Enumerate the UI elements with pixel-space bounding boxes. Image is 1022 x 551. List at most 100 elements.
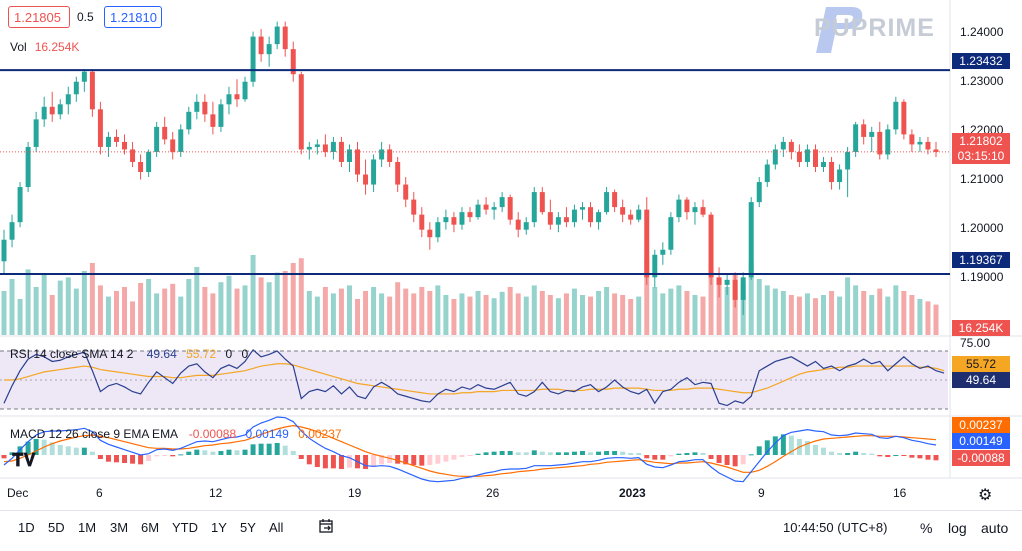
tradingview-logo-icon[interactable]: 𝐓𝐕 xyxy=(12,450,36,470)
volume-bar xyxy=(73,288,79,335)
volume-bar xyxy=(266,282,272,335)
price-axis[interactable]: 1.24000 1.23000 1.22000 1.21000 1.20000 … xyxy=(960,25,1004,350)
macd-histogram-bar xyxy=(427,455,433,465)
macd-histogram-bar xyxy=(804,441,810,455)
macd-histogram-bar xyxy=(491,451,497,455)
macd-histogram-bar xyxy=(596,451,602,455)
volume-bar xyxy=(877,288,883,335)
volume-bar xyxy=(81,271,87,335)
candle-body xyxy=(684,199,690,213)
timeframe-5y[interactable]: 5Y xyxy=(240,520,256,535)
volume-bar xyxy=(604,287,610,335)
gear-icon[interactable]: ⚙ xyxy=(978,487,993,504)
candle-body xyxy=(588,207,594,223)
macd-histogram-bar xyxy=(676,453,682,455)
volume-bar xyxy=(435,285,441,335)
volume-bar xyxy=(571,288,577,335)
macd-histogram-bar xyxy=(821,447,827,455)
timeframe-5d[interactable]: 5D xyxy=(48,520,65,535)
macd-legend[interactable]: MACD 12 26 close 9 EMA EMA -0.00088 0.00… xyxy=(10,427,342,441)
macd-histogram-bar xyxy=(845,453,851,455)
macd-histogram-bar xyxy=(579,451,585,455)
log-scale-button[interactable]: log xyxy=(948,520,967,536)
candle-body xyxy=(33,119,39,147)
timeframe-1m[interactable]: 1M xyxy=(78,520,97,535)
macd-signal-tag: 0.00237 xyxy=(952,417,1010,433)
volume-bar xyxy=(274,272,280,335)
timeframe-6m[interactable]: 6M xyxy=(141,520,160,535)
volume-legend[interactable]: Vol 16.254K xyxy=(10,40,79,54)
volume-bar xyxy=(547,295,553,335)
candle-body xyxy=(475,204,481,218)
macd-histogram-bar xyxy=(17,446,23,455)
brand-name: PUPRIME xyxy=(814,14,935,42)
volume-bar xyxy=(748,261,754,335)
candle-body xyxy=(483,204,489,210)
time-axis[interactable]: Dec 6 12 19 26 2023 9 16 xyxy=(7,486,907,500)
candle-body xyxy=(274,26,280,45)
macd-histogram-bar xyxy=(523,452,529,455)
candle-body xyxy=(459,212,465,225)
timeframe-1d[interactable]: 1D xyxy=(18,520,35,535)
volume-bar xyxy=(459,293,465,335)
clock-readout[interactable]: 10:44:50 (UTC+8) xyxy=(783,520,888,535)
calendar-icon[interactable] xyxy=(318,518,334,534)
time-axis-label: 12 xyxy=(209,486,223,500)
time-axis-label: 6 xyxy=(96,486,103,500)
volume-bar xyxy=(25,269,31,335)
rsi-legend[interactable]: RSI 14 close SMA 14 2 49.64 55.72 0 0 xyxy=(10,347,248,361)
macd-histogram-bar xyxy=(772,436,778,455)
volume-bar xyxy=(579,295,585,335)
macd-histogram-bar xyxy=(298,455,304,459)
macd-histogram-bar xyxy=(652,455,658,460)
candle-body xyxy=(403,184,409,200)
volume-bar xyxy=(162,288,168,335)
percent-scale-button[interactable]: % xyxy=(920,520,933,536)
candle-body xyxy=(499,197,505,208)
timeframe-all[interactable]: All xyxy=(269,520,284,535)
volume-bar xyxy=(917,299,923,335)
candle-body xyxy=(612,192,618,208)
macd-histogram-bar xyxy=(282,445,288,455)
volume-bar xyxy=(138,283,144,335)
candle-body xyxy=(113,136,119,142)
macd-histogram-bar xyxy=(515,452,521,455)
timeframe-1y[interactable]: 1Y xyxy=(211,520,227,535)
candle-body xyxy=(925,141,931,150)
macd-histogram-bar xyxy=(338,455,344,469)
price-tick: 1.20000 xyxy=(960,221,1004,235)
bid-price-button[interactable]: 1.21805 xyxy=(8,6,70,28)
volume-bar xyxy=(210,293,216,335)
timeframe-3m[interactable]: 3M xyxy=(110,520,129,535)
timeframe-ytd[interactable]: YTD xyxy=(172,520,198,535)
candle-body xyxy=(604,192,610,213)
macd-histogram-bar xyxy=(322,455,328,469)
auto-scale-button[interactable]: auto xyxy=(981,520,1009,536)
ask-price-button[interactable]: 1.21810 xyxy=(104,6,162,28)
macd-hist-legend-value: -0.00088 xyxy=(188,427,237,441)
candle-body xyxy=(363,174,369,185)
volume-legend-value: 16.254K xyxy=(34,40,80,54)
candle-body xyxy=(290,49,296,75)
candle-body xyxy=(411,199,417,215)
volume-bar xyxy=(596,291,602,335)
macd-signal-line xyxy=(3,425,937,477)
volume-bar xyxy=(772,288,778,335)
volume-bar xyxy=(933,304,939,335)
volume-bar xyxy=(885,296,891,335)
candle-body xyxy=(314,144,320,147)
volume-bar xyxy=(427,291,433,335)
volume-bar xyxy=(403,288,409,335)
macd-histogram-bar xyxy=(218,451,224,455)
rsi-legend-title: RSI 14 close SMA 14 2 xyxy=(10,347,134,361)
candle-body xyxy=(338,141,344,162)
candle-body xyxy=(668,217,674,250)
volume-bar xyxy=(780,291,786,335)
candle-body xyxy=(306,146,312,150)
candle-body xyxy=(579,207,585,210)
volume-bar xyxy=(322,287,328,335)
macd-histogram-bar xyxy=(1,455,7,459)
volume-bar xyxy=(282,271,288,335)
candle-body xyxy=(692,207,698,213)
